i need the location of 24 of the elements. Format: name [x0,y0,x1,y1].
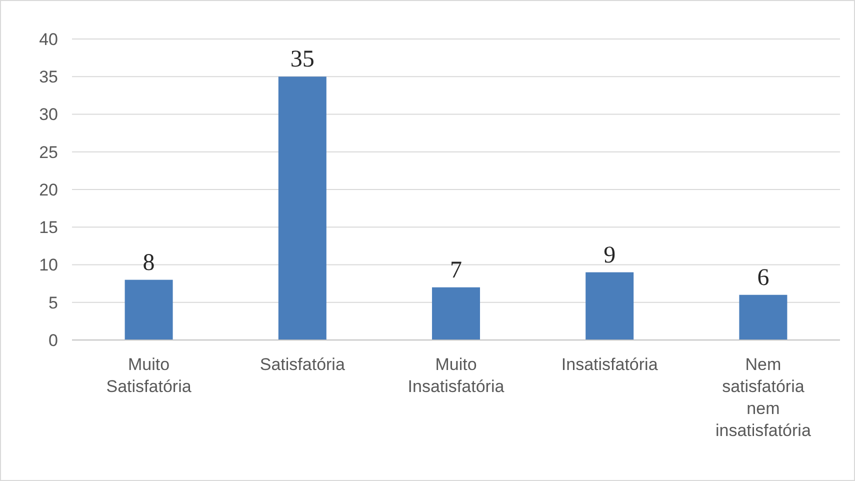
bar [124,280,173,340]
data-label: 6 [757,264,770,291]
y-tick-label: 35 [39,68,58,87]
y-tick-label: 40 [39,30,58,49]
y-tick-label: 15 [39,218,58,238]
bar [278,76,326,340]
data-label: 8 [142,250,155,276]
y-tick-label: 5 [48,293,58,312]
x-tick-label: Insatisfatória [561,355,658,374]
bar [739,294,788,340]
bar [586,272,634,340]
data-label: 9 [604,242,616,268]
y-tick-label: 10 [39,256,58,275]
y-tick-label: 25 [39,142,58,162]
y-tick-label: 30 [39,105,58,124]
bar [432,287,480,340]
x-tick-label: Muito Satisfatória [106,355,192,396]
x-tick-label: Nem satisfatória nem insatisfatória [715,355,812,440]
data-label: 35 [290,46,314,73]
y-tick-label: 0 [48,330,58,350]
y-tick-label: 20 [39,180,58,200]
x-tick-label: Muito Insatisfatória [408,355,505,396]
data-label: 7 [450,257,462,284]
x-tick-label: Satisfatória [260,355,346,374]
